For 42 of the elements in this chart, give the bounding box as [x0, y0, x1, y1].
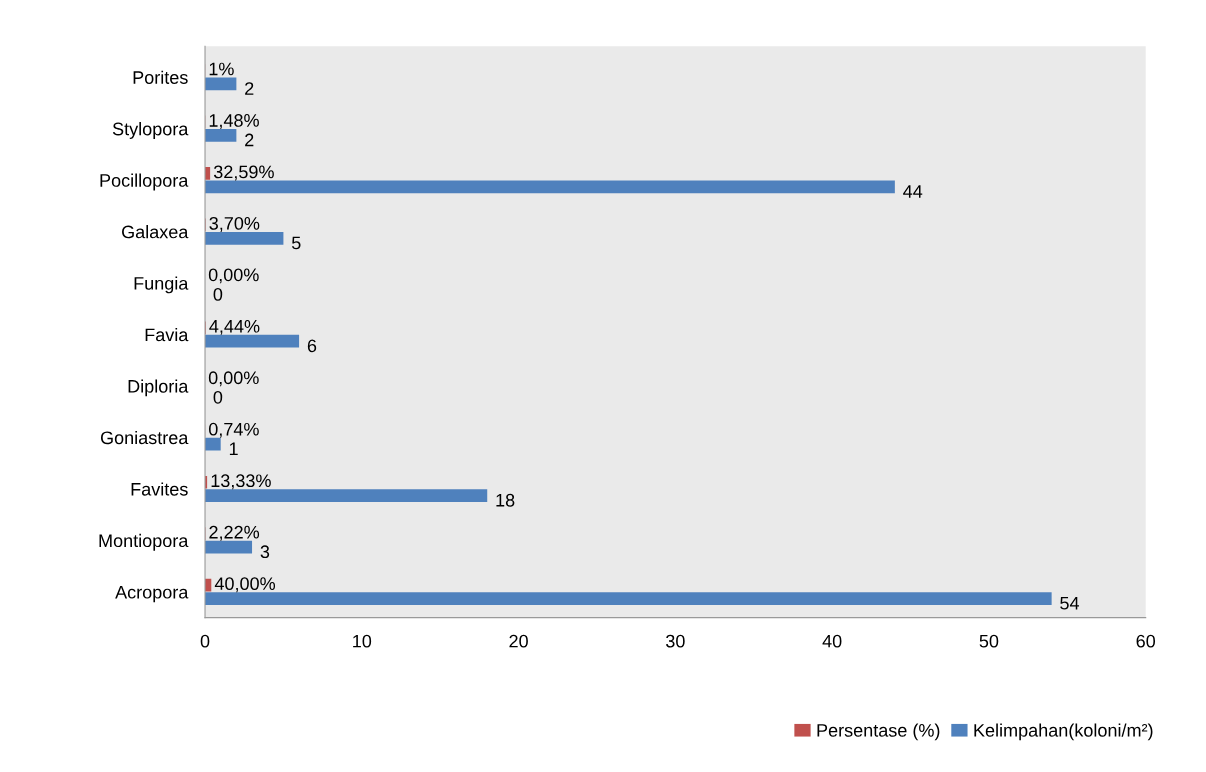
- x-tick-label: 10: [353, 634, 372, 648]
- data-label: 44: [903, 185, 923, 198]
- data-label: 3,70%: [209, 216, 260, 232]
- y-tick-label: Galaxea: [122, 225, 189, 239]
- data-label: 2: [245, 133, 254, 147]
- legend-label: Kelimpahan(koloni/m²): [974, 723, 1153, 741]
- x-tick-label: 30: [666, 634, 685, 648]
- y-tick-label: Acropora: [115, 585, 189, 603]
- data-label: 0,74%: [208, 422, 259, 438]
- data-label: 5: [291, 236, 301, 250]
- x-tick-label: 0: [200, 634, 210, 648]
- x-tick-label: 50: [979, 634, 999, 648]
- x-tick-label: 60: [1136, 634, 1156, 648]
- data-label: 18: [496, 493, 515, 507]
- x-tick-label: 20: [509, 634, 528, 648]
- data-label: 32,59%: [213, 165, 274, 181]
- data-label: 0: [213, 287, 223, 301]
- y-tick-label: Goniastrea: [100, 430, 189, 445]
- data-label: 2,22%: [209, 525, 260, 541]
- data-label: 2: [245, 82, 254, 95]
- data-label: 0,00%: [208, 268, 259, 284]
- data-label: 3: [260, 545, 270, 559]
- data-label: 1: [229, 442, 238, 455]
- y-tick-label: Pocillopora: [100, 173, 189, 191]
- data-label: 0: [213, 390, 223, 404]
- x-tick-label: 40: [822, 634, 842, 648]
- data-label: 4,44%: [209, 319, 260, 335]
- y-tick-label: Favia: [145, 327, 189, 342]
- data-label: 13,33%: [211, 474, 271, 490]
- y-tick-label: Stylopora: [112, 122, 189, 139]
- y-tick-label: Favites: [131, 482, 188, 496]
- legend-label: Persentase (%): [817, 723, 940, 741]
- data-label: 6: [307, 339, 317, 353]
- y-tick-label: Porites: [133, 70, 188, 84]
- data-label: 1%: [209, 62, 234, 76]
- y-tick-label: Montiopora: [99, 533, 189, 551]
- data-label: 1,48%: [209, 114, 259, 129]
- data-label: 0,00%: [208, 371, 259, 387]
- data-label: 54: [1060, 596, 1080, 610]
- y-tick-label: Diploria: [128, 379, 189, 397]
- data-label: 40,00%: [214, 577, 276, 593]
- y-tick-label: Fungia: [134, 276, 189, 294]
